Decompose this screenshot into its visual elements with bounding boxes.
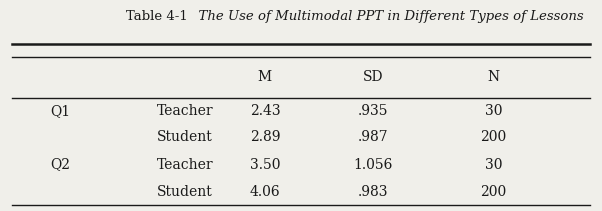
Text: 30: 30 [485,158,503,172]
Text: .987: .987 [358,130,388,144]
Text: 1.056: 1.056 [353,158,393,172]
Text: 2.43: 2.43 [250,104,280,118]
Text: 3.50: 3.50 [250,158,280,172]
Text: .983: .983 [358,185,388,199]
Text: 4.06: 4.06 [250,185,280,199]
Text: 200: 200 [480,185,507,199]
Text: The Use of Multimodal PPT in Different Types of Lessons: The Use of Multimodal PPT in Different T… [190,10,583,23]
Text: Table 4-1: Table 4-1 [126,10,188,23]
Text: Student: Student [157,130,213,144]
Text: 2.89: 2.89 [250,130,280,144]
Text: SD: SD [363,70,383,84]
Text: M: M [258,70,272,84]
Text: Q2: Q2 [50,158,70,172]
Text: 30: 30 [485,104,503,118]
Text: .935: .935 [358,104,388,118]
Text: Q1: Q1 [50,104,70,118]
Text: Teacher: Teacher [157,104,213,118]
Text: Student: Student [157,185,213,199]
Text: Teacher: Teacher [157,158,213,172]
Text: N: N [488,70,500,84]
Text: 200: 200 [480,130,507,144]
